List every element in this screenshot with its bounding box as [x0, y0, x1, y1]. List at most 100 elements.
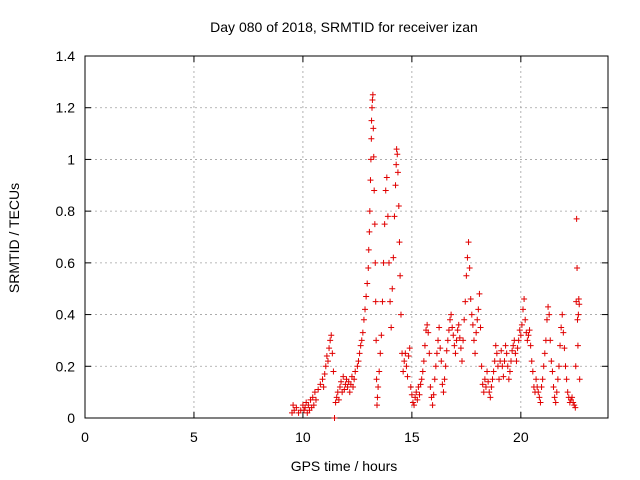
- data-point: [570, 399, 577, 406]
- data-point: [484, 368, 491, 375]
- x-tick-label: 5: [190, 429, 198, 445]
- data-point: [391, 213, 398, 220]
- data-point: [467, 296, 474, 303]
- data-point: [448, 311, 455, 318]
- y-tick-label: 0.6: [56, 255, 76, 271]
- data-point: [474, 316, 481, 323]
- data-point: [512, 350, 519, 357]
- data-point: [496, 376, 503, 383]
- y-tick-label: 1.2: [56, 100, 76, 116]
- y-tick-label: 1.4: [56, 48, 76, 64]
- data-point: [450, 332, 457, 339]
- data-point: [372, 298, 379, 305]
- data-point: [409, 399, 416, 406]
- data-point: [462, 298, 469, 305]
- data-point: [368, 135, 375, 142]
- data-point: [513, 358, 520, 365]
- data-point: [491, 358, 498, 365]
- data-point: [526, 327, 533, 334]
- data-point: [440, 389, 447, 396]
- data-point: [366, 228, 373, 235]
- data-point: [538, 383, 545, 390]
- data-point: [439, 381, 446, 388]
- data-point: [479, 381, 486, 388]
- data-point: [552, 399, 559, 406]
- data-point: [400, 368, 407, 375]
- data-point: [529, 368, 536, 375]
- data-point: [481, 376, 488, 383]
- data-point: [525, 332, 532, 339]
- data-point: [514, 345, 521, 352]
- data-point: [378, 332, 385, 339]
- data-point: [320, 383, 327, 390]
- data-point: [464, 254, 471, 261]
- data-point: [383, 174, 390, 181]
- plot-frame: [84, 55, 609, 419]
- data-point: [510, 342, 517, 349]
- data-point: [390, 254, 397, 261]
- data-point: [357, 342, 364, 349]
- data-point: [370, 125, 377, 132]
- data-point: [338, 378, 345, 385]
- grid-lines: [85, 56, 608, 418]
- data-point: [527, 342, 534, 349]
- data-point: [340, 373, 347, 380]
- y-tick-label: 0.8: [56, 203, 76, 219]
- data-point: [515, 337, 522, 344]
- y-tick-label: 0: [67, 410, 75, 426]
- data-point: [324, 358, 331, 365]
- data-point: [367, 156, 374, 163]
- data-point: [381, 221, 388, 228]
- data-point: [420, 358, 427, 365]
- y-tick-label: 0.2: [56, 358, 76, 374]
- data-point: [558, 324, 565, 331]
- data-point: [504, 363, 511, 370]
- data-point: [389, 285, 396, 292]
- data-point: [394, 151, 401, 158]
- data-point: [456, 334, 463, 341]
- data-point: [452, 350, 459, 357]
- data-point: [458, 358, 465, 365]
- data-point: [454, 327, 461, 334]
- data-point: [455, 321, 462, 328]
- data-point: [432, 363, 439, 370]
- data-point: [487, 394, 494, 401]
- data-point: [350, 383, 357, 390]
- data-point: [327, 337, 334, 344]
- data-point: [371, 221, 378, 228]
- data-point: [336, 383, 343, 390]
- data-point: [460, 337, 467, 344]
- data-point: [572, 404, 579, 411]
- data-point: [489, 376, 496, 383]
- data-point: [421, 342, 428, 349]
- data-point: [310, 402, 317, 409]
- data-point: [482, 383, 489, 390]
- data-point: [540, 363, 547, 370]
- data-point: [435, 337, 442, 344]
- data-point: [427, 383, 434, 390]
- data-point: [379, 298, 386, 305]
- data-point: [311, 389, 318, 396]
- data-point: [335, 396, 342, 403]
- data-point: [419, 368, 426, 375]
- data-point: [569, 394, 576, 401]
- data-point: [539, 376, 546, 383]
- data-point: [377, 350, 384, 357]
- y-tick-label: 1: [67, 151, 75, 167]
- data-point: [382, 187, 389, 194]
- data-point: [367, 177, 374, 184]
- data-point: [449, 324, 456, 331]
- data-point: [490, 368, 497, 375]
- data-point: [402, 350, 409, 357]
- data-point: [305, 402, 312, 409]
- data-point: [344, 383, 351, 390]
- data-point: [416, 391, 423, 398]
- y-axis-label: SRMTID / TECUs: [6, 183, 22, 293]
- data-point: [329, 350, 336, 357]
- data-point: [451, 342, 458, 349]
- data-point: [369, 96, 376, 103]
- data-point: [469, 321, 476, 328]
- data-point: [493, 350, 500, 357]
- data-point: [393, 146, 400, 153]
- data-point: [555, 363, 562, 370]
